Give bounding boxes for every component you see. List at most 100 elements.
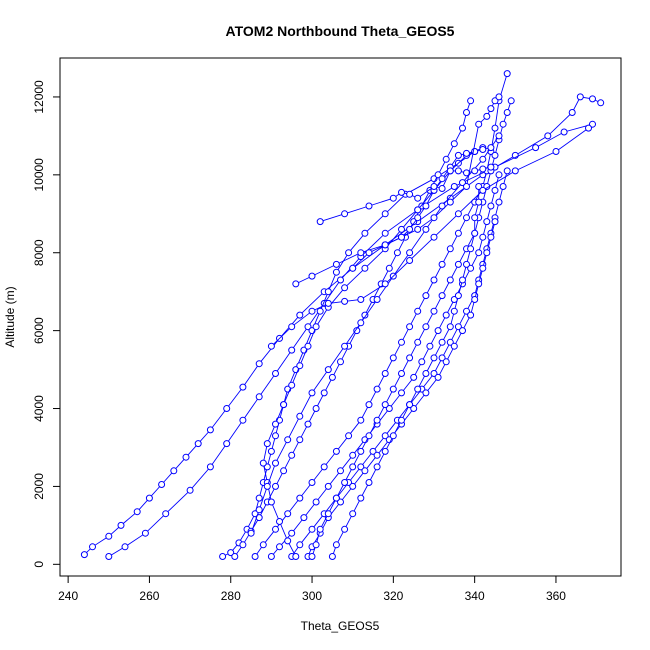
data-point bbox=[406, 190, 414, 198]
flight-series-13 bbox=[267, 124, 592, 350]
data-point bbox=[442, 155, 450, 163]
data-point bbox=[467, 97, 475, 105]
data-point bbox=[532, 144, 540, 152]
data-point bbox=[276, 518, 283, 525]
data-point bbox=[471, 167, 479, 175]
data-point bbox=[341, 297, 349, 305]
data-point bbox=[255, 494, 263, 502]
series-line bbox=[108, 123, 593, 557]
data-point bbox=[361, 264, 369, 272]
plot-frame bbox=[59, 57, 622, 577]
data-point bbox=[491, 186, 499, 194]
data-point bbox=[251, 553, 259, 560]
data-point bbox=[308, 307, 316, 315]
y-tick-label: 10000 bbox=[32, 158, 46, 192]
data-point bbox=[337, 358, 344, 366]
data-point bbox=[438, 185, 446, 192]
data-point bbox=[475, 183, 483, 190]
data-point bbox=[186, 486, 194, 494]
flight-series-16 bbox=[349, 93, 503, 272]
data-point bbox=[471, 296, 479, 303]
data-point bbox=[332, 260, 340, 268]
data-point bbox=[438, 338, 446, 346]
data-point bbox=[263, 482, 271, 490]
data-point bbox=[398, 225, 405, 233]
data-point bbox=[475, 280, 483, 288]
data-point bbox=[231, 553, 239, 560]
data-point bbox=[389, 385, 397, 393]
data-point bbox=[332, 268, 340, 276]
data-point bbox=[324, 288, 332, 296]
data-point bbox=[288, 323, 296, 331]
data-point bbox=[239, 541, 247, 549]
data-point bbox=[357, 249, 365, 257]
data-point bbox=[507, 97, 515, 105]
data-point bbox=[288, 451, 296, 459]
flight-series-11 bbox=[328, 183, 483, 560]
data-point bbox=[312, 405, 320, 412]
data-point bbox=[381, 401, 389, 409]
data-point bbox=[422, 370, 430, 377]
data-point bbox=[337, 467, 344, 475]
data-point bbox=[219, 553, 227, 560]
data-point bbox=[121, 543, 129, 551]
data-point bbox=[414, 338, 422, 346]
data-point bbox=[158, 481, 166, 488]
data-point bbox=[487, 202, 495, 210]
data-point bbox=[373, 416, 381, 424]
data-point bbox=[349, 451, 357, 459]
data-point bbox=[332, 447, 340, 455]
data-point bbox=[194, 440, 202, 448]
data-point bbox=[434, 327, 442, 335]
x-tick-label: 240 bbox=[58, 589, 78, 603]
data-point bbox=[227, 549, 235, 557]
data-point bbox=[454, 167, 462, 175]
data-point bbox=[117, 521, 125, 529]
data-point bbox=[357, 463, 365, 471]
data-point bbox=[503, 109, 511, 116]
data-point bbox=[296, 436, 304, 444]
data-point bbox=[182, 453, 190, 461]
data-point bbox=[341, 525, 349, 533]
data-point bbox=[503, 167, 511, 175]
data-point bbox=[239, 383, 247, 391]
data-point bbox=[145, 494, 153, 502]
data-point bbox=[316, 525, 324, 533]
x-axis-label: Theta_GEOS5 bbox=[301, 619, 380, 633]
data-point bbox=[312, 323, 320, 331]
data-point bbox=[389, 194, 397, 202]
data-point bbox=[406, 401, 414, 409]
y-tick-label: 0 bbox=[32, 561, 46, 568]
data-point bbox=[349, 463, 357, 471]
data-point bbox=[324, 510, 332, 518]
data-point bbox=[483, 112, 491, 120]
data-point bbox=[438, 260, 446, 268]
data-point bbox=[259, 541, 267, 549]
data-point bbox=[272, 482, 279, 490]
flight-series-2 bbox=[105, 120, 596, 560]
data-point bbox=[308, 479, 316, 486]
data-point bbox=[398, 416, 405, 424]
data-point bbox=[272, 525, 279, 533]
data-point bbox=[589, 95, 596, 103]
chart-title: ATOM2 Northbound Theta_GEOS5 bbox=[226, 23, 455, 39]
series-layer bbox=[80, 70, 605, 560]
data-point bbox=[284, 510, 292, 518]
data-point bbox=[296, 412, 304, 420]
data-point bbox=[288, 529, 296, 537]
data-point bbox=[511, 167, 519, 175]
data-point bbox=[446, 198, 454, 206]
data-point bbox=[454, 292, 462, 300]
data-point bbox=[483, 218, 491, 226]
data-point bbox=[332, 541, 340, 549]
data-point bbox=[434, 373, 442, 381]
data-point bbox=[308, 389, 316, 397]
data-point bbox=[276, 543, 283, 551]
data-point bbox=[267, 498, 275, 506]
data-point bbox=[475, 249, 483, 257]
data-point bbox=[337, 276, 344, 284]
data-point bbox=[422, 292, 430, 300]
data-point bbox=[267, 447, 275, 455]
series-line bbox=[84, 96, 601, 555]
data-point bbox=[223, 405, 231, 412]
